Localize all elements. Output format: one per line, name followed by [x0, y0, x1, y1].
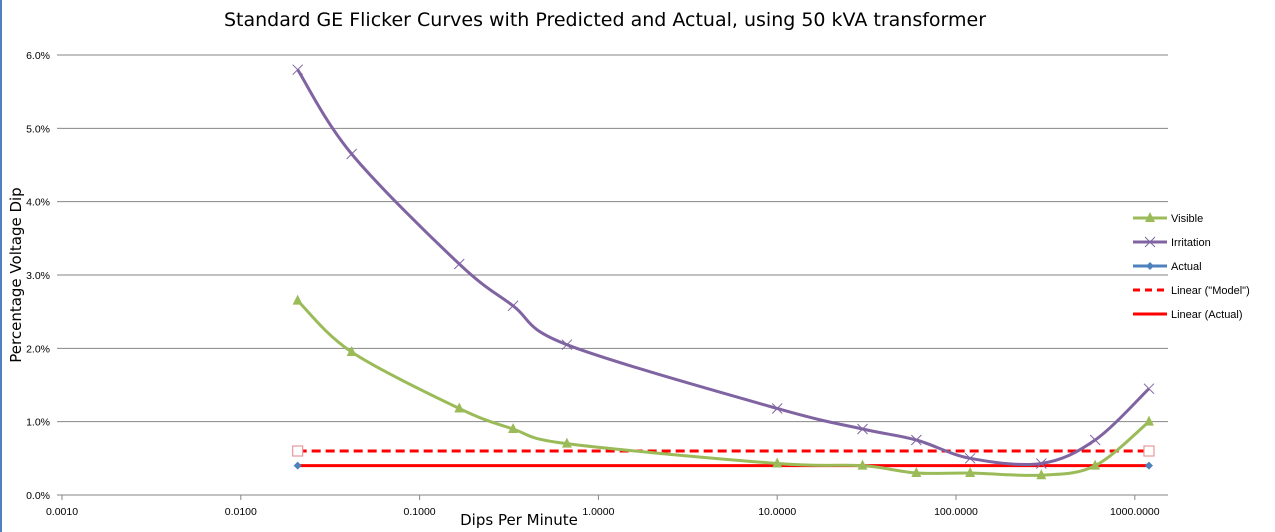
- y-axis-label: Percentage Voltage Dip: [7, 187, 25, 362]
- x-stroke: [1144, 236, 1156, 248]
- chart-border: [0, 0, 2, 532]
- data-point: [1144, 461, 1153, 470]
- series-irritation: [292, 64, 1155, 469]
- data-point: [1036, 469, 1047, 480]
- x-tick-label: 100.0000: [934, 506, 978, 518]
- x-tick-label: 1000.0000: [1110, 506, 1160, 518]
- legend-item: Visible: [1133, 212, 1203, 225]
- legend-label: Linear (Actual): [1171, 309, 1243, 321]
- x-stroke: [1035, 458, 1047, 469]
- x-stroke: [857, 423, 868, 435]
- x-axis-label: Dips Per Minute: [460, 511, 578, 529]
- y-tick-label: 1.0%: [26, 417, 50, 429]
- series-model: [292, 445, 1155, 457]
- chart-title: Standard GE Flicker Curves with Predicte…: [224, 9, 986, 31]
- data-point: [771, 403, 783, 414]
- x-stroke: [292, 64, 304, 76]
- x-stroke: [771, 403, 783, 414]
- data-point: [965, 467, 976, 477]
- data-point: [293, 461, 302, 470]
- x-stroke: [1089, 434, 1101, 446]
- x-tick-label: 0.0100: [225, 506, 257, 518]
- y-tick-label: 0.0%: [26, 490, 50, 502]
- series-line: [296, 68, 1150, 467]
- data-point: [1143, 415, 1154, 426]
- y-tick-label: 5.0%: [26, 123, 50, 135]
- y-tick-label: 6.0%: [26, 50, 50, 62]
- series-line: [296, 299, 1150, 477]
- data-point: [346, 148, 358, 160]
- legend-label: Linear ("Model"): [1171, 285, 1250, 297]
- legend-item: Irritation: [1133, 236, 1211, 249]
- x-tick-label: 10.0000: [758, 506, 796, 518]
- series-visible: [292, 294, 1154, 480]
- data-point: [857, 459, 868, 470]
- series-actual: [293, 461, 1153, 470]
- x-stroke: [561, 339, 573, 351]
- x-tick-label: 1.0000: [582, 506, 614, 518]
- data-point: [292, 445, 304, 457]
- data-point: [561, 339, 573, 351]
- data-point: [910, 434, 922, 446]
- legend-marker: [1145, 212, 1155, 222]
- x-tick-label: 0.0010: [46, 506, 78, 518]
- y-tick-label: 3.0%: [26, 270, 50, 282]
- x-tick-label: 0.1000: [404, 506, 436, 518]
- data-point: [508, 423, 519, 433]
- data-point: [1143, 383, 1155, 395]
- x-stroke: [910, 434, 922, 446]
- data-point: [1090, 459, 1101, 470]
- data-point: [1143, 445, 1155, 457]
- data-point: [292, 64, 304, 76]
- x-stroke: [964, 452, 976, 464]
- y-tick-label: 2.0%: [26, 343, 50, 355]
- legend-item: Actual: [1133, 261, 1202, 273]
- x-stroke: [507, 300, 519, 312]
- x-stroke: [346, 148, 358, 160]
- data-point: [346, 346, 357, 356]
- data-point: [772, 457, 783, 468]
- data-point: [292, 294, 303, 305]
- data-point: [1035, 458, 1047, 469]
- legend-label: Irritation: [1171, 237, 1211, 249]
- data-point: [453, 258, 465, 270]
- data-point: [454, 402, 465, 413]
- legend-label: Actual: [1171, 261, 1202, 273]
- data-point: [911, 467, 922, 477]
- data-point: [507, 300, 519, 312]
- legend-label: Visible: [1171, 213, 1203, 225]
- legend-marker: [1146, 262, 1154, 270]
- legend-item: Linear (Actual): [1133, 309, 1243, 321]
- data-point: [561, 437, 572, 448]
- legend-marker: [1144, 236, 1156, 248]
- data-point: [857, 423, 868, 435]
- y-tick-label: 4.0%: [26, 197, 50, 209]
- data-point: [964, 452, 976, 464]
- data-point: [1089, 434, 1101, 446]
- x-stroke: [453, 258, 465, 270]
- legend-item: Linear ("Model"): [1133, 285, 1250, 297]
- x-stroke: [1143, 383, 1155, 395]
